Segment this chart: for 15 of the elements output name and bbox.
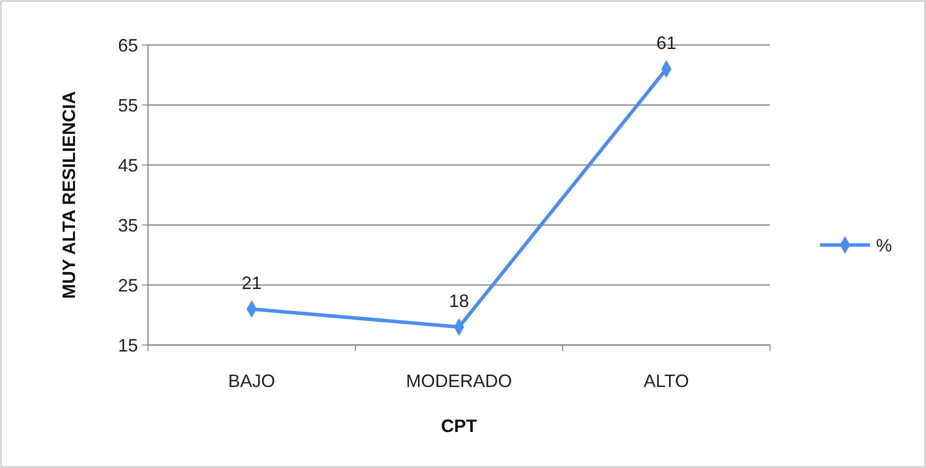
y-tick-label: 65 — [118, 35, 138, 56]
x-tick-label: BAJO — [228, 371, 276, 391]
legend-label: % — [876, 235, 892, 256]
data-label: 21 — [242, 273, 262, 293]
y-tick-label: 45 — [118, 155, 138, 176]
y-tick-label: 55 — [118, 95, 138, 116]
x-axis-title: CPT — [441, 416, 478, 436]
y-axis-title: MUY ALTA RESILIENCIA — [59, 91, 79, 299]
y-tick-label: 25 — [118, 275, 138, 296]
data-label: 61 — [656, 33, 676, 53]
y-tick-label: 35 — [118, 215, 138, 236]
data-label: 18 — [448, 291, 470, 311]
x-tick-label: MODERADO — [406, 371, 512, 391]
x-tick-label: ALTO — [644, 371, 690, 391]
y-tick-label: 15 — [118, 335, 138, 356]
